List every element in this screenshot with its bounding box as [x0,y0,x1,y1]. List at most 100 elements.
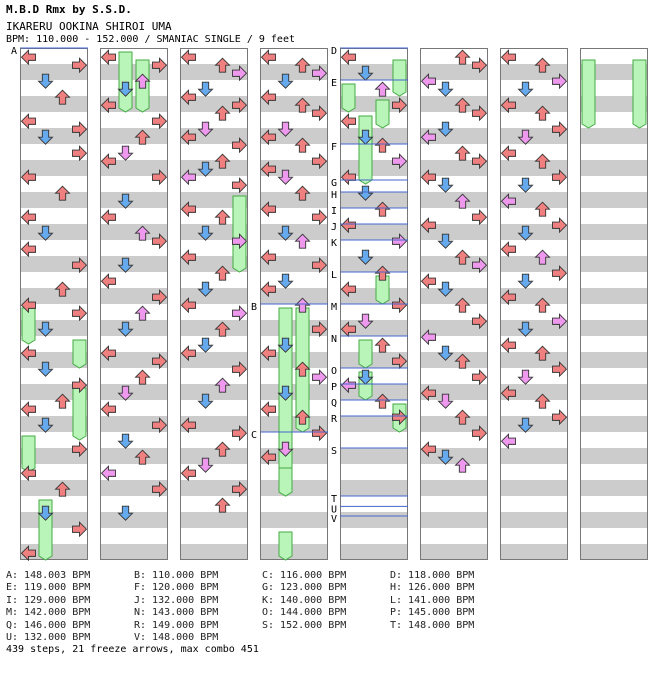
measure-band [420,192,488,208]
measure-band [260,320,328,336]
step-arrow-down [437,233,454,249]
step-arrow-up [374,201,391,217]
measure-band [500,384,568,400]
measure-band [420,544,488,560]
step-arrow-left [20,49,36,66]
step-arrow-down [517,81,534,97]
step-arrow-left [180,129,196,146]
step-arrow-right [472,153,488,170]
step-arrow-up [294,185,311,201]
bpm-marker-label: L [331,270,337,281]
step-arrow-up [54,89,71,105]
step-arrow-right [312,105,328,122]
measure-band [500,352,568,368]
step-arrow-down [357,369,374,385]
step-arrow-left [420,129,436,146]
measure-band [580,288,648,304]
step-arrow-down [197,225,214,241]
step-arrow-right [72,121,88,138]
step-arrow-right [552,361,568,378]
measure-band [580,160,648,176]
step-arrow-right [152,417,168,434]
step-arrow-up [134,305,151,321]
measure-band [580,224,648,240]
step-arrow-left [100,209,116,226]
bpm-marker-label: I [331,206,337,217]
step-arrow-up [54,481,71,497]
measure-band [20,384,88,400]
measure-band [340,96,408,112]
measure-band [260,480,328,496]
step-arrow-up [534,57,551,73]
bpm-entry: J: 132.000 BPM [134,594,219,606]
measure-band [420,416,488,432]
bpm-marker-label: U [331,504,337,515]
measure-band [180,64,248,80]
step-arrow-left [500,337,516,354]
bpm-marker-label: H [331,190,337,201]
step-arrow-left [260,129,276,146]
step-arrow-right [152,481,168,498]
step-arrow-right [72,145,88,162]
measure-band [180,128,248,144]
freeze-arrow [358,115,373,185]
measure-band [420,96,488,112]
step-arrow-down [357,249,374,265]
step-arrow-left [180,49,196,66]
measure-band [260,512,328,528]
step-arrow-down [517,177,534,193]
step-arrow-left [180,417,196,434]
measure-band [580,320,648,336]
step-arrow-left [20,545,36,562]
step-arrow-up [214,209,231,225]
step-arrow-up [534,345,551,361]
measure-band [260,160,328,176]
measure-band [180,192,248,208]
step-arrow-right [472,313,488,330]
step-arrow-right [312,209,328,226]
measure-band [20,480,88,496]
step-arrow-up [214,153,231,169]
step-arrow-left [180,201,196,218]
measure-band [100,384,168,400]
measure-band [100,256,168,272]
step-arrow-left [340,377,356,394]
step-arrow-left [340,49,356,66]
bpm-entry: T: 148.000 BPM [390,619,475,631]
step-arrow-up [534,393,551,409]
measure-band [180,352,248,368]
bpm-entry: U: 132.000 BPM [6,632,91,643]
step-arrow-down [437,177,454,193]
step-arrow-down [517,273,534,289]
measure-band [180,448,248,464]
bpm-marker-label: R [331,414,338,425]
step-arrow-right [232,137,248,154]
measure-band [180,256,248,272]
measure-band [100,448,168,464]
chart-summary: 439 steps, 21 freeze arrows, max combo 4… [6,644,259,655]
step-arrow-left [500,433,516,450]
measure-band [500,96,568,112]
step-arrow-down [357,313,374,329]
step-arrow-left [20,209,36,226]
measure-band [340,256,408,272]
measure-band [260,256,328,272]
step-arrow-right [232,361,248,378]
measure-band [500,320,568,336]
step-arrow-up [374,337,391,353]
step-arrow-left [500,241,516,258]
measure-band [100,480,168,496]
measure-band [580,192,648,208]
step-arrow-down [37,505,54,521]
bpm-entry: Q: 146.000 BPM [6,619,91,631]
step-arrow-right [552,313,568,330]
measure-band [180,544,248,560]
bpm-entry: V: 148.000 BPM [134,632,219,643]
step-arrow-up [134,369,151,385]
step-arrow-right [552,73,568,90]
step-arrow-down [517,417,534,433]
measure-band [180,320,248,336]
step-arrow-up [294,97,311,113]
measure-band [500,288,568,304]
step-arrow-down [437,393,454,409]
